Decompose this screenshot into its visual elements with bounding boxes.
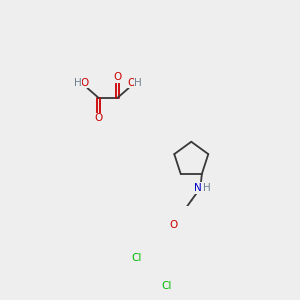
Text: Cl: Cl bbox=[161, 280, 172, 291]
Text: H: H bbox=[134, 78, 142, 88]
Text: H: H bbox=[74, 78, 82, 88]
Text: Cl: Cl bbox=[132, 254, 142, 263]
Text: O: O bbox=[113, 72, 122, 82]
Text: O: O bbox=[169, 220, 178, 230]
Text: H: H bbox=[203, 183, 211, 193]
Text: O: O bbox=[127, 78, 136, 88]
Text: O: O bbox=[94, 113, 103, 123]
Text: N: N bbox=[194, 183, 202, 193]
Text: O: O bbox=[80, 78, 89, 88]
